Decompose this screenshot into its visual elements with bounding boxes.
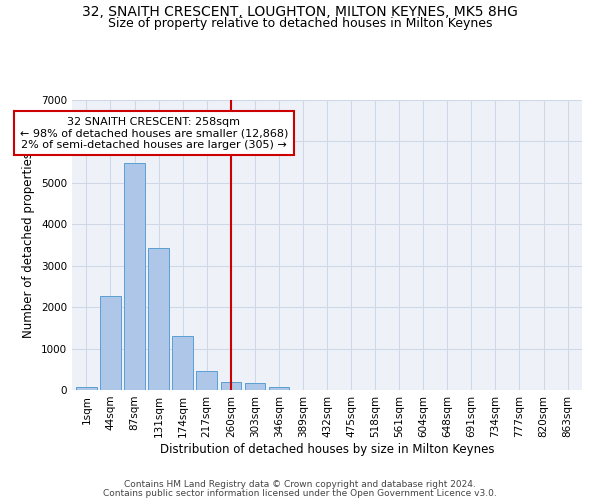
Text: Contains public sector information licensed under the Open Government Licence v3: Contains public sector information licen…	[103, 489, 497, 498]
Bar	[100, 296, 121, 390]
Bar	[172, 336, 193, 390]
Text: Contains HM Land Registry data © Crown copyright and database right 2024.: Contains HM Land Registry data © Crown c…	[124, 480, 476, 489]
Bar	[221, 382, 241, 390]
Bar	[148, 248, 169, 390]
Bar	[124, 163, 145, 390]
Text: 32, SNAITH CRESCENT, LOUGHTON, MILTON KEYNES, MK5 8HG: 32, SNAITH CRESCENT, LOUGHTON, MILTON KE…	[82, 5, 518, 19]
Bar	[245, 383, 265, 390]
Bar	[269, 386, 289, 390]
Y-axis label: Number of detached properties: Number of detached properties	[22, 152, 35, 338]
Bar	[76, 386, 97, 390]
Text: Size of property relative to detached houses in Milton Keynes: Size of property relative to detached ho…	[108, 18, 492, 30]
Bar	[196, 371, 217, 390]
Text: 32 SNAITH CRESCENT: 258sqm
← 98% of detached houses are smaller (12,868)
2% of s: 32 SNAITH CRESCENT: 258sqm ← 98% of deta…	[20, 116, 288, 150]
Text: Distribution of detached houses by size in Milton Keynes: Distribution of detached houses by size …	[160, 442, 494, 456]
